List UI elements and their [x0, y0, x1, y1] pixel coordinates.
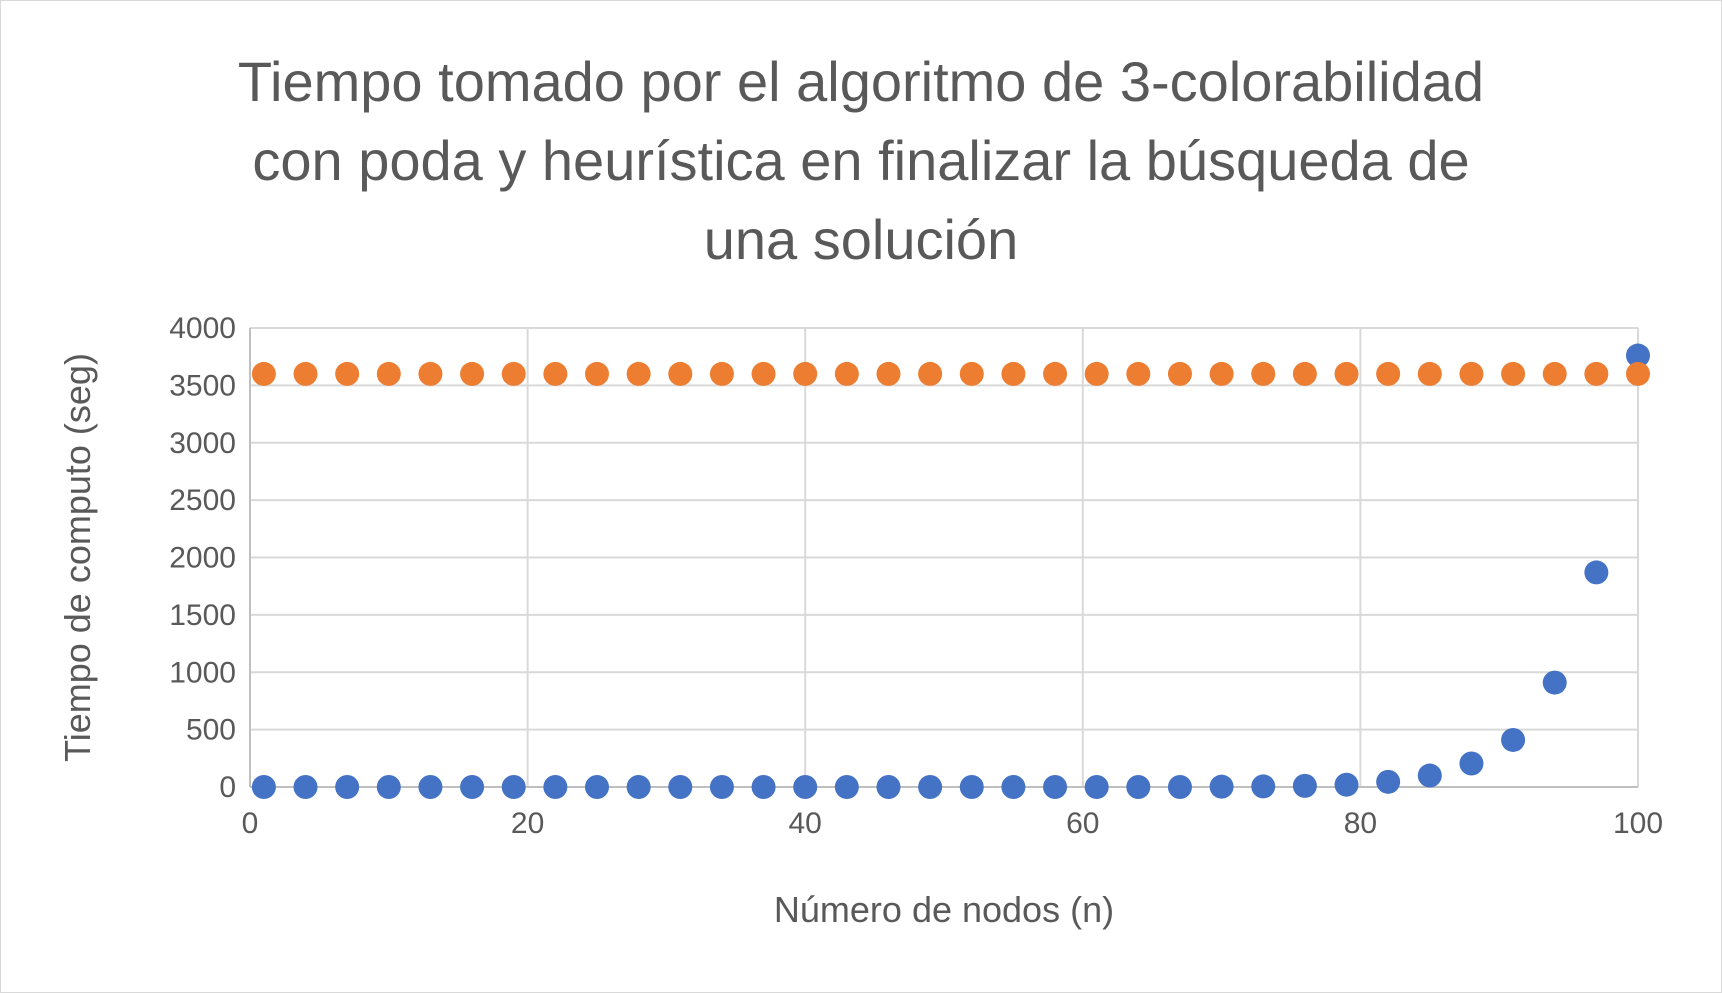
data-point-series-1 [502, 775, 526, 799]
y-tick-label: 4000 [169, 312, 236, 345]
data-point-series-1 [1251, 774, 1275, 798]
data-point-series-1 [1418, 764, 1442, 788]
data-point-series-1 [1043, 775, 1067, 799]
data-point-series-2 [460, 362, 484, 386]
data-point-series-2 [710, 362, 734, 386]
data-point-series-2 [627, 362, 651, 386]
data-point-series-1 [1335, 773, 1359, 797]
y-tick-label: 1500 [169, 599, 236, 632]
data-point-series-1 [752, 775, 776, 799]
data-point-series-2 [418, 362, 442, 386]
data-point-series-1 [1085, 775, 1109, 799]
data-point-series-1 [1584, 560, 1608, 584]
data-point-series-1 [294, 775, 318, 799]
data-point-series-1 [1168, 775, 1192, 799]
data-point-series-2 [1293, 362, 1317, 386]
data-point-series-2 [1376, 362, 1400, 386]
data-point-series-2 [294, 362, 318, 386]
data-point-series-1 [1293, 774, 1317, 798]
data-point-series-1 [668, 775, 692, 799]
data-point-series-2 [1459, 362, 1483, 386]
data-point-series-2 [1043, 362, 1067, 386]
data-point-series-2 [793, 362, 817, 386]
y-tick-label: 500 [186, 714, 236, 747]
data-point-series-2 [335, 362, 359, 386]
data-point-series-2 [1126, 362, 1150, 386]
x-tick-label: 20 [511, 807, 544, 840]
y-tick-label: 1000 [169, 656, 236, 689]
data-point-series-2 [377, 362, 401, 386]
data-point-series-1 [1001, 775, 1025, 799]
data-point-series-1 [710, 775, 734, 799]
data-point-series-1 [627, 775, 651, 799]
data-point-series-1 [585, 775, 609, 799]
y-tick-label: 2500 [169, 484, 236, 517]
x-tick-label: 60 [1066, 807, 1099, 840]
data-points [252, 344, 1650, 799]
data-point-series-2 [252, 362, 276, 386]
data-point-series-2 [502, 362, 526, 386]
x-tick-label: 80 [1344, 807, 1377, 840]
data-point-series-1 [377, 775, 401, 799]
grid-lines [250, 328, 1638, 787]
data-point-series-2 [1418, 362, 1442, 386]
data-point-series-1 [335, 775, 359, 799]
data-point-series-2 [585, 362, 609, 386]
data-point-series-1 [1210, 775, 1234, 799]
data-point-series-2 [1626, 362, 1650, 386]
data-point-series-2 [1584, 362, 1608, 386]
y-tick-label: 0 [219, 771, 236, 804]
data-point-series-2 [918, 362, 942, 386]
x-tick-label: 40 [789, 807, 822, 840]
data-point-series-2 [1543, 362, 1567, 386]
data-point-series-2 [1085, 362, 1109, 386]
data-point-series-1 [835, 775, 859, 799]
y-tick-label: 3500 [169, 369, 236, 402]
data-point-series-1 [918, 775, 942, 799]
data-point-series-1 [1543, 671, 1567, 695]
data-point-series-2 [543, 362, 567, 386]
tick-labels: 0 500 1000 1500 2000 2500 3000 3500 4000 0 20 40 60 8… [169, 312, 1663, 840]
data-point-series-1 [252, 775, 276, 799]
data-point-series-2 [668, 362, 692, 386]
data-point-series-1 [460, 775, 484, 799]
data-point-series-2 [752, 362, 776, 386]
data-point-series-2 [1210, 362, 1234, 386]
y-axis-title: Tiempo de computo (seg) [57, 353, 98, 762]
y-tick-label: 3000 [169, 427, 236, 460]
data-point-series-2 [1501, 362, 1525, 386]
x-axis-title: Número de nodos (n) [774, 889, 1114, 930]
data-point-series-2 [1251, 362, 1275, 386]
data-point-series-1 [418, 775, 442, 799]
data-point-series-2 [1168, 362, 1192, 386]
data-point-series-1 [793, 775, 817, 799]
data-point-series-2 [1335, 362, 1359, 386]
data-point-series-2 [1001, 362, 1025, 386]
data-point-series-2 [960, 362, 984, 386]
data-point-series-1 [1376, 770, 1400, 794]
data-point-series-1 [876, 775, 900, 799]
data-point-series-1 [543, 775, 567, 799]
y-tick-label: 2000 [169, 542, 236, 575]
data-point-series-1 [1501, 728, 1525, 752]
data-point-series-2 [835, 362, 859, 386]
data-point-series-1 [960, 775, 984, 799]
x-tick-label: 0 [242, 807, 259, 840]
data-point-series-1 [1459, 751, 1483, 775]
data-point-series-2 [876, 362, 900, 386]
data-point-series-1 [1126, 775, 1150, 799]
x-tick-label: 100 [1613, 807, 1663, 840]
